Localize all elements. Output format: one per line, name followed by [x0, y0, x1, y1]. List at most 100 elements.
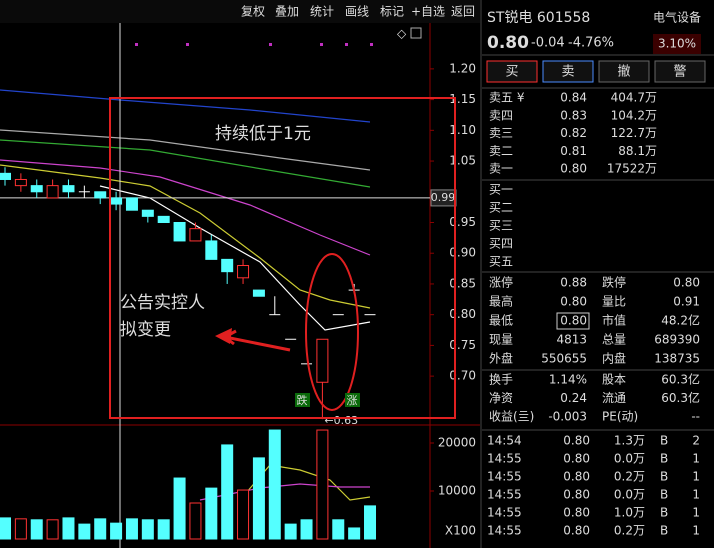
trade-side: B — [660, 470, 668, 484]
bid-label: 买四 — [489, 237, 513, 251]
candle-body — [173, 222, 186, 242]
toolbar-button[interactable]: 标记 — [380, 5, 404, 19]
volume-bar — [252, 457, 265, 540]
ask-label: 卖二 — [489, 144, 513, 158]
stat-value: 689390 — [654, 333, 700, 347]
stat-label: 最高 — [489, 294, 513, 309]
limit-label: 跌 — [297, 393, 308, 407]
ask-label: 卖四 — [489, 108, 513, 122]
volume-bar — [364, 505, 377, 540]
volume-bar — [268, 429, 281, 540]
volume-bar — [237, 489, 250, 540]
event-dots — [135, 43, 373, 46]
trade-volume: 0.0万 — [614, 452, 645, 466]
stat-value: 0.88 — [560, 276, 587, 290]
trade-button-label[interactable]: 卖 — [561, 65, 574, 80]
candle-body — [141, 209, 154, 217]
toolbar-button[interactable]: 叠加 — [275, 5, 299, 19]
trade-price: 0.80 — [563, 488, 590, 502]
stat-label: 股本 — [602, 373, 626, 387]
crosshair-label: 0.99 — [431, 191, 456, 204]
value-box — [556, 312, 590, 330]
trade-button[interactable] — [654, 60, 706, 83]
toolbar-button[interactable]: 统计 — [310, 5, 334, 19]
stat-value: 0.80 — [560, 314, 587, 328]
annotation: 公告实控人 — [120, 293, 205, 313]
trade-count: 1 — [692, 506, 700, 520]
ask-volume: 404.7万 — [611, 91, 657, 105]
toolbar-button[interactable]: 复权 — [241, 5, 265, 19]
y-tick-label: 0.80 — [449, 307, 476, 321]
candle-body — [252, 289, 265, 297]
candle-body — [237, 265, 250, 279]
trade-side: B — [660, 506, 668, 520]
ask-label: 卖五 ¥ — [489, 91, 525, 105]
trade-button[interactable] — [598, 60, 650, 83]
y-tick-label: 0.85 — [449, 276, 476, 290]
trade-price: 0.80 — [563, 506, 590, 520]
stat-label: 量比 — [602, 295, 626, 309]
stock-name: ST锐电 601558 — [487, 10, 590, 26]
trade-button[interactable] — [486, 60, 538, 83]
toolbar-button[interactable]: 返回 — [451, 5, 475, 19]
trade-button-label[interactable]: 买 — [505, 65, 518, 80]
trade-side: B — [660, 452, 668, 466]
trade-count: 2 — [692, 434, 700, 448]
trade-volume: 0.0万 — [614, 488, 645, 502]
annotation: 拟变更 — [120, 320, 171, 340]
ask-label: 卖一 — [489, 162, 513, 176]
sector[interactable]: 电气设备 — [653, 10, 701, 25]
volume-bar — [110, 522, 123, 540]
stat-label: 涨停 — [489, 275, 513, 290]
y-tick-label: 1.10 — [449, 123, 476, 137]
ask-price: 0.83 — [560, 108, 587, 122]
trade-time: 14:55 — [487, 470, 522, 484]
candle-body — [46, 185, 59, 199]
candle-body — [94, 191, 107, 199]
stat-value: 1.14% — [549, 373, 587, 387]
stat-label: PE(动) — [602, 410, 638, 424]
bid-label: 买一 — [489, 183, 513, 197]
sector-badge — [653, 34, 701, 54]
volume-bar — [189, 502, 202, 540]
candle-body — [125, 197, 138, 211]
stat-label: 换手 — [489, 373, 513, 387]
stat-label: 外盘 — [489, 351, 513, 366]
stat-label: 总量 — [602, 333, 626, 347]
stat-label: 内盘 — [602, 351, 626, 366]
stat-label: 跌停 — [602, 275, 626, 290]
volume-bar — [0, 517, 11, 540]
toolbar-button[interactable]: +自选 — [411, 5, 445, 19]
icon[interactable] — [410, 27, 422, 39]
volume-bar — [332, 519, 345, 540]
trade-button-label[interactable]: 撤 — [617, 64, 630, 80]
annotation-ellipse — [305, 253, 359, 411]
change: -0.04 — [531, 36, 565, 51]
y-tick-label: 10000 — [438, 484, 476, 498]
candle-body — [14, 178, 27, 187]
trade-time: 14:55 — [487, 488, 522, 502]
stat-label: 市值 — [602, 313, 626, 328]
sector-pct: 3.10% — [658, 37, 696, 51]
volume-bar — [14, 518, 27, 540]
trade-price: 0.80 — [563, 470, 590, 484]
trade-time: 14:55 — [487, 452, 522, 466]
volume-bar — [46, 519, 59, 540]
icon[interactable]: ◇ — [397, 27, 407, 41]
stat-label: 净资 — [489, 391, 513, 405]
volume-bar — [348, 527, 361, 540]
annotation: 持续低于1元 — [215, 124, 311, 144]
y-tick-label: 20000 — [438, 436, 476, 450]
stat-value: 550655 — [541, 352, 587, 366]
volume-bar — [94, 518, 107, 540]
toolbar-button[interactable]: 画线 — [345, 5, 369, 19]
trade-button[interactable] — [542, 60, 594, 83]
volume-bar — [125, 518, 138, 540]
trade-button-label[interactable]: 警 — [673, 64, 686, 80]
trade-volume: 1.0万 — [614, 506, 645, 520]
limit-badge — [345, 393, 360, 407]
candle-body — [157, 215, 170, 224]
stat-value: 48.2亿 — [661, 313, 700, 328]
trade-volume: 0.2万 — [614, 524, 645, 538]
